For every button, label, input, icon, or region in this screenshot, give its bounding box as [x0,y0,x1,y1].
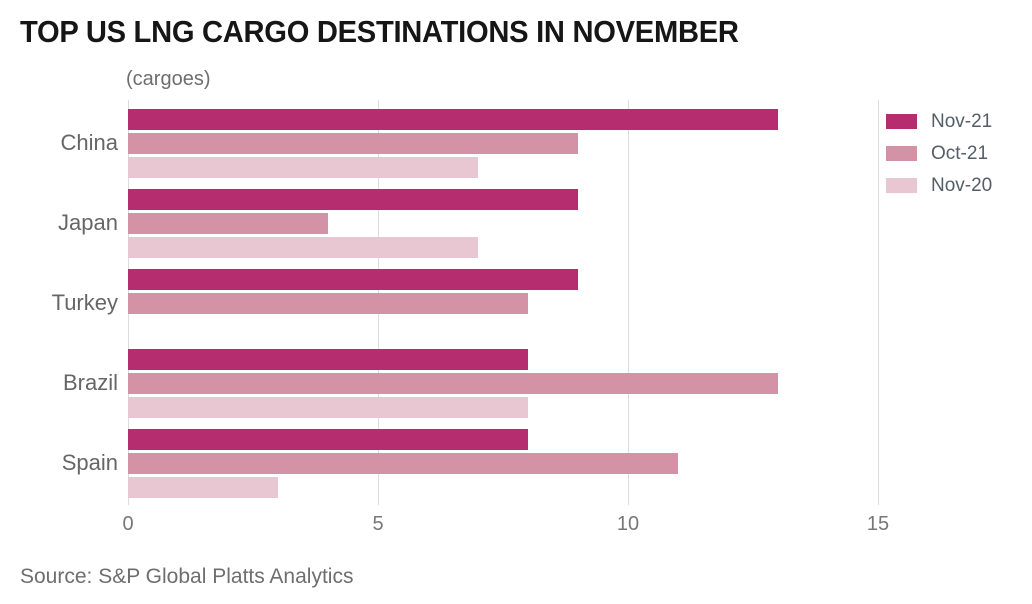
category-label-spain: Spain [61,450,118,475]
bar-japan-nov-20 [128,237,478,258]
bar-china-oct-21 [128,133,578,154]
legend-label-nov-20: Nov-20 [931,174,993,196]
category-label-japan: Japan [58,210,118,235]
legend-swatch-nov-20 [886,178,917,193]
bar-china-nov-20 [128,157,478,178]
bar-brazil-oct-21 [128,373,778,394]
legend-label-oct-21: Oct-21 [931,142,989,164]
bar-group-brazil [128,349,1008,418]
bar-group-japan [128,189,1008,258]
chart-source: Source: S&P Global Platts Analytics [20,565,354,588]
category-label-brazil: Brazil [62,370,118,395]
bar-spain-nov-21 [128,429,528,450]
plot-area [128,100,1008,505]
legend-swatch-oct-21 [886,146,917,161]
bar-group-spain [128,429,1008,498]
bar-spain-nov-20 [128,477,278,498]
x-tick-label-15: 15 [866,513,890,535]
legend-label-nov-21: Nov-21 [931,110,993,132]
bar-japan-nov-21 [128,189,578,210]
category-label-turkey: Turkey [51,290,118,315]
bar-group-turkey [128,269,1008,338]
x-tick-label-0: 0 [122,513,134,535]
legend-swatch-nov-21 [886,114,917,129]
legend: Nov-21 Oct-21 Nov-20 [886,110,993,196]
bar-japan-oct-21 [128,213,328,234]
bar-spain-oct-21 [128,453,678,474]
chart-title: TOP US LNG CARGO DESTINATIONS IN NOVEMBE… [20,14,739,49]
x-tick-label-10: 10 [616,513,640,535]
chart-unit-label: (cargoes) [126,68,211,90]
gridline-x-15 [878,100,879,505]
bar-brazil-nov-21 [128,349,528,370]
category-label-china: China [60,130,118,155]
legend-item-nov-21: Nov-21 [886,110,993,132]
legend-item-oct-21: Oct-21 [886,142,992,164]
bar-turkey-oct-21 [128,293,528,314]
bar-turkey-nov-21 [128,269,578,290]
bar-group-china [128,109,1008,178]
legend-item-nov-20: Nov-20 [886,174,993,196]
bar-china-nov-21 [128,109,778,130]
x-tick-label-5: 5 [372,513,384,535]
bar-brazil-nov-20 [128,397,528,418]
gridline-x-10 [628,100,629,505]
